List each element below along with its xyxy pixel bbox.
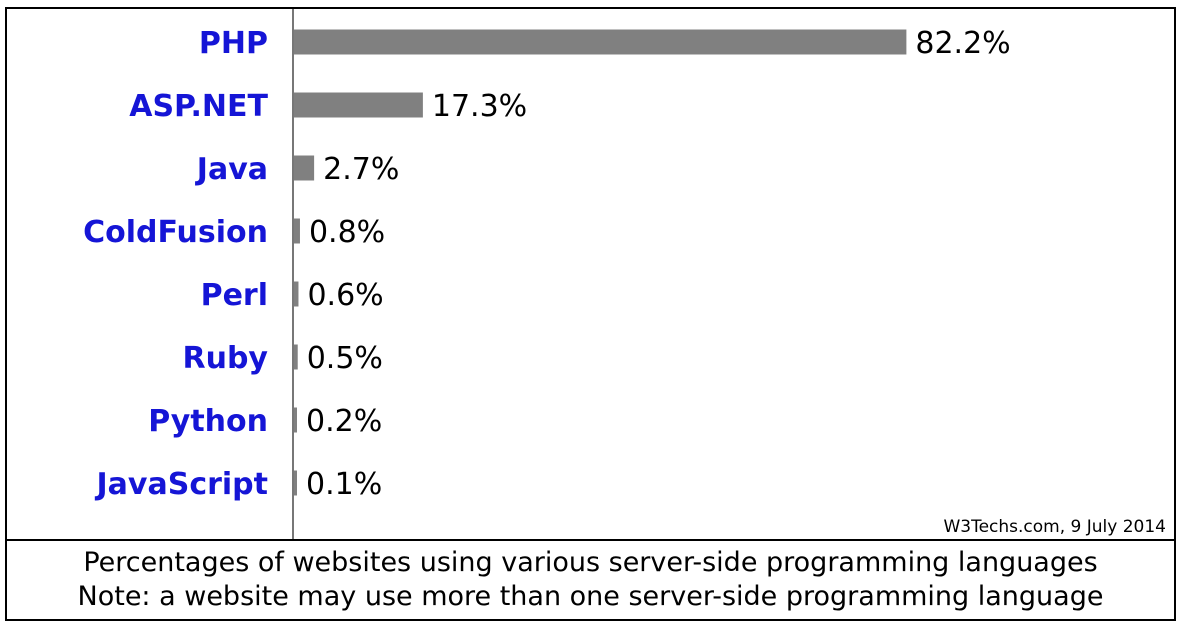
caption-line-2: Note: a website may use more than one se… bbox=[77, 581, 1104, 612]
caption-line-1: Percentages of websites using various se… bbox=[83, 547, 1098, 578]
bar bbox=[294, 470, 297, 496]
category-label: PHP bbox=[199, 26, 268, 61]
bar bbox=[294, 281, 299, 307]
bar bbox=[294, 29, 907, 55]
bar-chart: PHP 82.2% ASP.NET 17.3% Java 2.7% ColdFusion 0.… bbox=[83, 9, 1166, 539]
bar bbox=[294, 92, 423, 118]
caption-divider bbox=[7, 539, 1174, 541]
value-label: 0.5% bbox=[307, 341, 383, 376]
value-label: 0.2% bbox=[306, 404, 382, 439]
value-label: 0.8% bbox=[309, 215, 385, 250]
bar bbox=[294, 344, 298, 370]
value-label: 82.2% bbox=[915, 26, 1010, 61]
category-label: ASP.NET bbox=[129, 89, 268, 124]
value-label: 2.7% bbox=[323, 152, 399, 187]
category-label: Perl bbox=[201, 278, 268, 313]
category-label: Ruby bbox=[183, 341, 269, 376]
chart-caption: Percentages of websites using various se… bbox=[7, 541, 1174, 619]
bar bbox=[294, 407, 297, 433]
value-label: 0.6% bbox=[307, 278, 383, 313]
bar bbox=[294, 218, 300, 244]
value-label: 17.3% bbox=[432, 89, 527, 124]
value-label: 0.1% bbox=[306, 467, 382, 502]
category-label: Java bbox=[195, 152, 268, 187]
source-credit: W3Techs.com, 9 July 2014 bbox=[943, 517, 1166, 537]
category-label: ColdFusion bbox=[83, 215, 268, 250]
chart-frame: PHP 82.2% ASP.NET 17.3% Java 2.7% ColdFusion 0.… bbox=[5, 7, 1176, 621]
bar bbox=[294, 155, 315, 181]
category-label: Python bbox=[148, 404, 268, 439]
category-label: JavaScript bbox=[95, 467, 269, 502]
